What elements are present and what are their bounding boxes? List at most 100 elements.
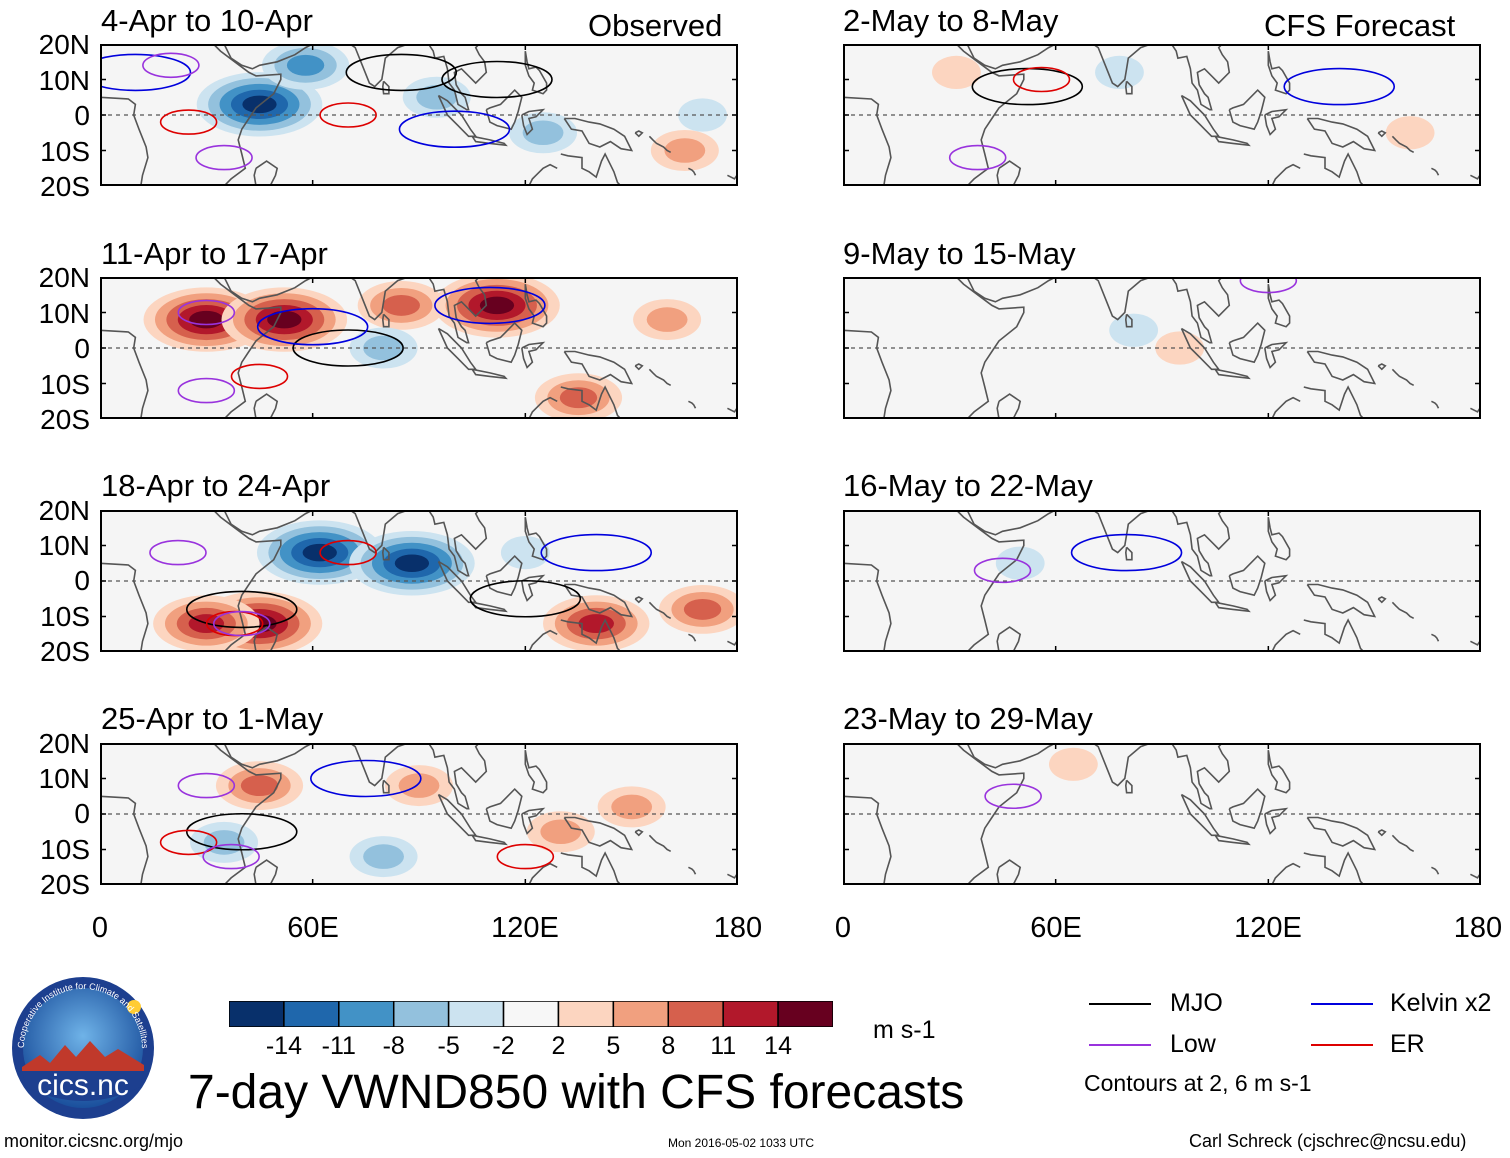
contour-mjo bbox=[469, 579, 582, 618]
coastline bbox=[253, 393, 279, 419]
coastline bbox=[648, 601, 672, 620]
coastline bbox=[1228, 554, 1266, 597]
legend-swatch-low bbox=[1089, 1044, 1151, 1046]
lat-label: 10N bbox=[38, 298, 90, 329]
anomaly-shade bbox=[522, 120, 564, 146]
lat-label: 10N bbox=[38, 763, 90, 794]
coastline bbox=[634, 596, 644, 604]
contour-low bbox=[948, 144, 1007, 171]
colorbar-swatch bbox=[557, 1001, 615, 1027]
coastline bbox=[1391, 601, 1415, 620]
anomaly-shade bbox=[1095, 55, 1144, 89]
colorbar-swatch bbox=[722, 1001, 779, 1027]
legend-note: Contours at 2, 6 m s-1 bbox=[1084, 1070, 1312, 1096]
coastline bbox=[521, 807, 546, 835]
coastline bbox=[1271, 396, 1301, 419]
coastline bbox=[843, 329, 892, 419]
coastline bbox=[648, 834, 672, 853]
legend-label-er: ER bbox=[1390, 1030, 1425, 1058]
coastline bbox=[1264, 574, 1289, 602]
colorbar-tick: 5 bbox=[606, 1032, 621, 1060]
coastline bbox=[1267, 283, 1291, 328]
lat-label: 20N bbox=[38, 262, 90, 293]
contour-kelvin bbox=[1070, 533, 1183, 572]
colorbar-tick: -5 bbox=[437, 1032, 460, 1060]
lat-label: 0 bbox=[74, 100, 90, 131]
coastline bbox=[381, 779, 390, 794]
coastline bbox=[1303, 385, 1365, 419]
coastline bbox=[223, 44, 314, 70]
contour-low bbox=[984, 783, 1042, 810]
coastline bbox=[223, 277, 314, 303]
panel-title-obs-2: 11-Apr to 17-Apr bbox=[101, 236, 328, 271]
anomaly-shade bbox=[394, 554, 430, 573]
anomaly-shade bbox=[1109, 313, 1159, 347]
coastline bbox=[688, 633, 697, 642]
main-title: 7-day VWND850 with CFS forecasts bbox=[188, 1066, 965, 1119]
anomaly-shade bbox=[664, 138, 706, 163]
colorbar-tick: 2 bbox=[551, 1032, 566, 1060]
coastline bbox=[966, 44, 1057, 70]
footer-url[interactable]: monitor.cicsnc.org/mjo bbox=[4, 1131, 184, 1151]
lat-label: 0 bbox=[74, 565, 90, 596]
coastline bbox=[1124, 80, 1133, 95]
colorbar-swatch bbox=[338, 1001, 395, 1027]
coastline bbox=[524, 516, 548, 561]
lat-label: 10N bbox=[38, 530, 90, 561]
coastline bbox=[1267, 749, 1291, 794]
coastline bbox=[955, 510, 1025, 652]
coastline bbox=[1264, 108, 1289, 136]
colorbar-tick: 14 bbox=[764, 1032, 792, 1060]
coastline bbox=[1264, 807, 1289, 835]
contour-er bbox=[319, 102, 377, 128]
legend-swatch-er bbox=[1311, 1044, 1373, 1046]
colorbar-tick: 11 bbox=[710, 1032, 737, 1060]
colorbar-tick: -11 bbox=[321, 1032, 356, 1060]
contour-low bbox=[177, 377, 236, 404]
lat-label: 20S bbox=[40, 171, 90, 202]
map-panel-observed-2 bbox=[100, 277, 738, 419]
colorbar-swatch bbox=[229, 1001, 285, 1027]
coastline bbox=[1303, 851, 1365, 885]
colorbar-swatch bbox=[502, 1001, 560, 1027]
colorbar-swatch bbox=[777, 1001, 833, 1027]
coastline bbox=[100, 562, 149, 652]
anomaly-shade bbox=[240, 775, 279, 797]
lon-label: 180 bbox=[1453, 912, 1503, 944]
coastline bbox=[955, 277, 1025, 419]
coastline bbox=[1271, 629, 1301, 652]
contour-low bbox=[1239, 277, 1298, 294]
coastline bbox=[1306, 583, 1377, 618]
coastline bbox=[422, 44, 488, 111]
map-panel-forecast-2 bbox=[843, 277, 1481, 419]
colorbar-swatch bbox=[392, 1001, 450, 1027]
map-panel-forecast-1 bbox=[843, 44, 1481, 186]
coastline bbox=[560, 618, 622, 652]
anomaly-shade bbox=[1048, 747, 1098, 781]
lat-label: 20N bbox=[38, 728, 90, 759]
contour-low bbox=[177, 299, 236, 326]
coastline bbox=[560, 851, 622, 885]
lon-label: 120E bbox=[491, 912, 559, 944]
map-panel-observed-1 bbox=[100, 44, 738, 186]
coastline bbox=[212, 277, 282, 419]
coastline bbox=[688, 167, 697, 176]
lon-label: 180 bbox=[713, 912, 763, 944]
lat-label: 0 bbox=[74, 798, 90, 829]
contour-kelvin bbox=[434, 286, 546, 325]
coastline bbox=[528, 396, 558, 419]
coastline bbox=[1214, 135, 1251, 147]
coastline bbox=[1165, 743, 1231, 810]
coastline bbox=[528, 163, 558, 186]
contour-low bbox=[149, 539, 207, 566]
lon-label: 0 bbox=[91, 912, 109, 944]
panel-title-obs-4: 25-Apr to 1-May bbox=[101, 701, 324, 736]
lat-label: 10S bbox=[40, 136, 90, 167]
coastline bbox=[528, 862, 558, 885]
forecast-header: CFS Forecast bbox=[1264, 8, 1456, 43]
contour-low bbox=[973, 557, 1032, 584]
contour-low bbox=[202, 843, 260, 870]
coastline bbox=[648, 135, 672, 154]
coastline bbox=[524, 50, 548, 95]
lat-label: 10S bbox=[40, 369, 90, 400]
